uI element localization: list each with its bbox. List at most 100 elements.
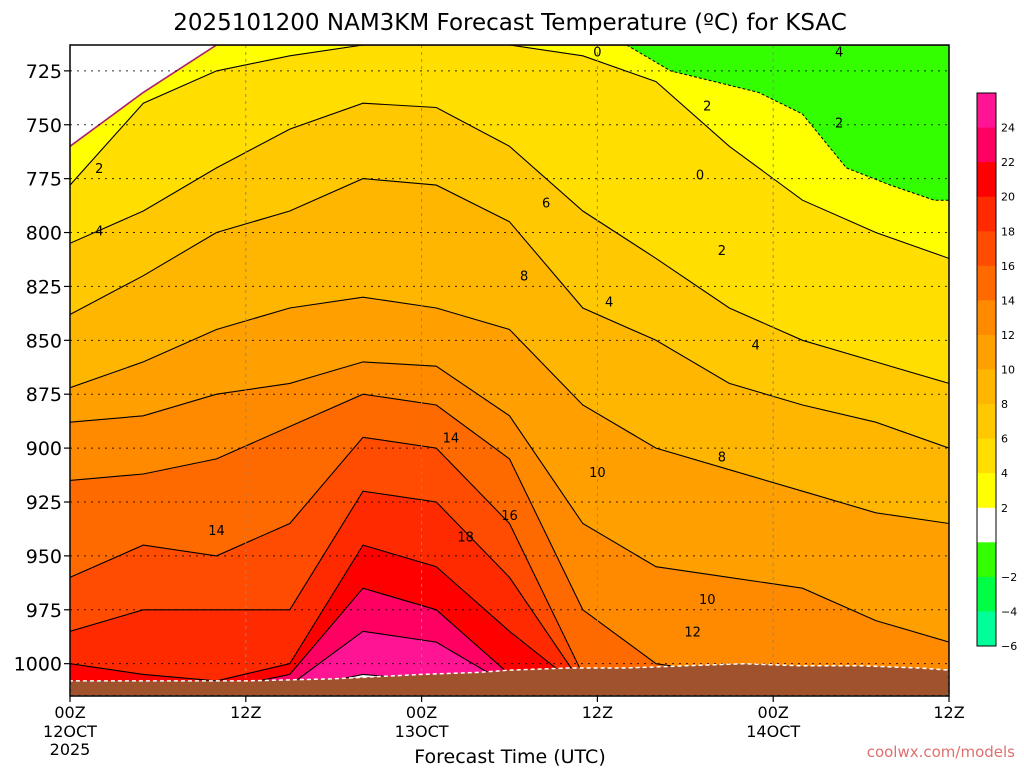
colorbar-label: 8 [1001, 398, 1008, 411]
isotherm-8 [70, 178, 949, 449]
x-tick-label: 12Z [230, 703, 261, 722]
temp-band-8 [70, 178, 949, 524]
isotherm-10 [70, 296, 949, 525]
contour-label: 16 [501, 509, 518, 524]
colorbar-label: 18 [1001, 225, 1015, 238]
colorbar-swatch [977, 438, 996, 474]
contour-label: 4 [605, 296, 613, 311]
contour-label: 14 [208, 524, 225, 539]
colorbar-swatch [977, 162, 996, 198]
colorbar-frame [976, 92, 997, 647]
x-tick-label: 12Z [582, 703, 613, 722]
temp-band-0 [70, 45, 949, 147]
contour-label: 0 [593, 46, 601, 61]
temp-band-2 [70, 45, 949, 259]
temp-band-14 [70, 394, 949, 690]
colorbar-swatch [977, 300, 996, 336]
temp-band-12 [70, 361, 949, 690]
colorbar-swatch [977, 93, 996, 129]
temp-band-18 [70, 491, 949, 690]
x-tick-date: 13OCT [395, 722, 449, 741]
terrain [70, 662, 949, 696]
colorbar: 24 22 20 18 16 14 12 10 8 6 4 2 −2 −4 −6 [976, 92, 1017, 653]
temp-band-4 [70, 45, 949, 384]
x-tick-year: 2025 [50, 740, 91, 759]
colorbar-label: 14 [1001, 294, 1015, 307]
y-tick-label: 925 [26, 492, 62, 514]
colorbar-swatch [977, 473, 996, 509]
contour-label: 2 [703, 99, 711, 114]
contour-label: 10 [699, 593, 716, 608]
colorbar-swatch [977, 265, 996, 301]
contour-label: 4 [751, 339, 759, 354]
colorbar-label: −4 [1001, 605, 1017, 618]
contour-label: 2 [718, 244, 726, 259]
colorbar-swatch [977, 507, 996, 543]
contour-label: 4 [95, 224, 103, 239]
y-tick-label: 900 [26, 438, 62, 460]
x-tick-label: 12Z [933, 703, 964, 722]
y-tick-label: 1000 [14, 654, 62, 676]
x-axis-label: Forecast Time (UTC) [414, 746, 605, 768]
contour-label: 14 [443, 431, 460, 446]
contour-label: 2 [835, 117, 843, 132]
temperature-field [70, 45, 949, 690]
colorbar-label: 4 [1001, 467, 1008, 480]
colorbar-swatch [977, 369, 996, 405]
contour-label: 8 [718, 451, 726, 466]
colorbar-swatch [977, 404, 996, 440]
colorbar-swatch [977, 196, 996, 232]
y-axis: 725 750 775 800 825 850 875 900 925 950 975 1000 [14, 61, 70, 676]
temp-band-16 [70, 437, 949, 690]
y-tick-label: 800 [26, 223, 62, 245]
colorbar-swatch [977, 576, 996, 612]
isotherm-12 [70, 361, 949, 643]
y-tick-label: 875 [26, 384, 62, 406]
colorbar-label: 10 [1001, 364, 1015, 377]
contour-labels: 0 0 2 2 2 2 4 4 4 4 6 8 8 10 10 12 14 14 16 18 [95, 46, 843, 641]
colorbar-swatch [977, 127, 996, 163]
plot-frame [69, 44, 950, 697]
colorbar-label: −2 [1001, 571, 1017, 584]
contour-label: 4 [835, 46, 843, 61]
contour-label: 6 [542, 196, 550, 211]
contour-label: 2 [95, 162, 103, 177]
chart-title: 2025101200 NAM3KM Forecast Temperature (… [173, 10, 847, 36]
temp-band-20 [70, 545, 949, 690]
colorbar-label: 2 [1001, 502, 1008, 515]
x-tick-label: 00Z [406, 703, 437, 722]
isotherm-6 [70, 102, 949, 384]
colorbar-label: 12 [1001, 329, 1015, 342]
y-tick-label: 725 [26, 61, 62, 83]
x-tick-label: 00Z [54, 703, 85, 722]
y-tick-label: 975 [26, 600, 62, 622]
subfreezing-region [625, 45, 949, 201]
x-tick-date: 14OCT [746, 722, 800, 741]
contour-label: 0 [696, 168, 704, 183]
terrain-surface [70, 662, 949, 696]
colorbar-label: 6 [1001, 433, 1008, 446]
x-tick-date: 12OCT [43, 722, 97, 741]
credit-text: coolwx.com/models [867, 743, 1015, 761]
y-tick-label: 825 [26, 276, 62, 298]
contour-label: 8 [520, 270, 528, 285]
y-tick-label: 750 [26, 115, 62, 137]
x-tick-label: 00Z [758, 703, 789, 722]
temp-band-6 [70, 103, 949, 449]
isotherm-4 [70, 45, 949, 259]
colorbar-label: 22 [1001, 156, 1015, 169]
colorbar-swatch [977, 611, 996, 647]
colorbar-swatch [977, 542, 996, 578]
colorbar-swatch [977, 231, 996, 267]
contour-label: 10 [589, 466, 606, 481]
colorbar-label: 24 [1001, 122, 1015, 135]
colorbar-label: 16 [1001, 260, 1015, 273]
y-tick-label: 850 [26, 330, 62, 352]
colorbar-label: 20 [1001, 191, 1015, 204]
y-tick-label: 950 [26, 546, 62, 568]
contour-label: 12 [684, 625, 701, 640]
y-tick-label: 775 [26, 169, 62, 191]
colorbar-label: −6 [1001, 640, 1017, 653]
